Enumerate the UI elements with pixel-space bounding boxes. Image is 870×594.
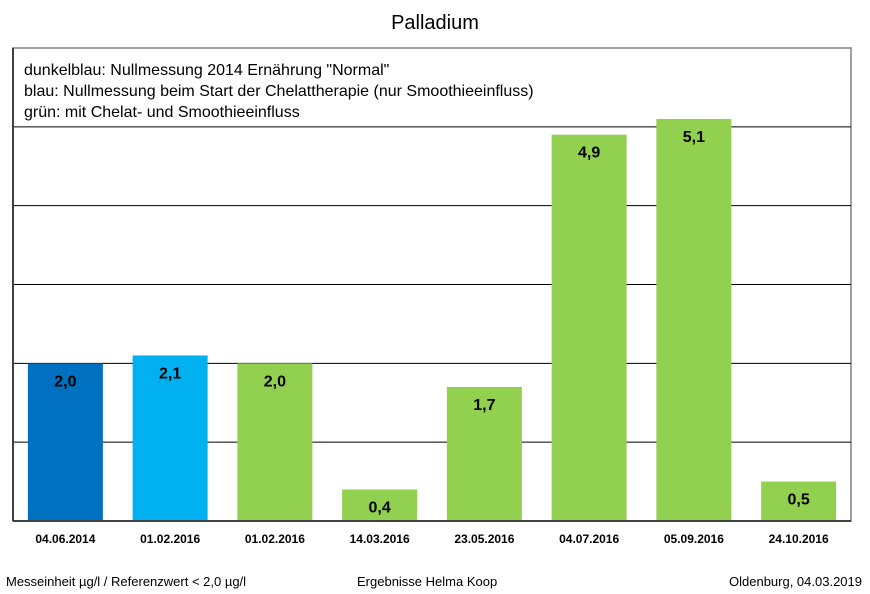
bar xyxy=(132,355,208,521)
data-label: 2,1 xyxy=(159,365,181,382)
data-label: 0,5 xyxy=(788,492,810,509)
x-tick-label: 05.09.2016 xyxy=(664,532,724,546)
bar xyxy=(446,386,522,521)
x-tick-label: 01.02.2016 xyxy=(245,532,305,546)
bar xyxy=(551,134,627,521)
footer-center: Ergebnisse Helma Koop xyxy=(357,574,498,589)
data-label: 2,0 xyxy=(54,373,76,390)
bar xyxy=(237,363,313,521)
legend-line-green: grün: mit Chelat- und Smoothieeinfluss xyxy=(24,104,300,121)
x-tick-label: 23.05.2016 xyxy=(454,532,514,546)
x-tick-label: 04.07.2016 xyxy=(559,532,619,546)
bar xyxy=(656,118,732,521)
data-label: 1,7 xyxy=(473,397,495,414)
bar xyxy=(27,363,103,521)
footer-unit-note: Messeinheit µg/l / Referenzwert < 2,0 µg… xyxy=(6,574,247,589)
legend-line-dark-blue: dunkelblau: Nullmessung 2014 Ernährung "… xyxy=(24,62,390,79)
x-tick-label: 14.03.2016 xyxy=(350,532,410,546)
footer-location-date: Oldenburg, 04.03.2019 xyxy=(729,574,862,589)
x-tick-label: 24.10.2016 xyxy=(769,532,829,546)
data-label: 2,0 xyxy=(264,373,286,390)
bar xyxy=(342,489,418,521)
legend-line-blue: blau: Nullmessung beim Start der Chelatt… xyxy=(24,83,534,100)
legend: dunkelblau: Nullmessung 2014 Ernährung "… xyxy=(24,60,534,123)
bar xyxy=(761,481,837,521)
data-label: 4,9 xyxy=(578,145,600,162)
chart-title: Palladium xyxy=(391,12,479,34)
x-tick-label: 01.02.2016 xyxy=(140,532,200,546)
x-tick-label: 04.06.2014 xyxy=(35,532,95,546)
data-label: 0,4 xyxy=(369,499,391,516)
data-label: 5,1 xyxy=(683,129,705,146)
